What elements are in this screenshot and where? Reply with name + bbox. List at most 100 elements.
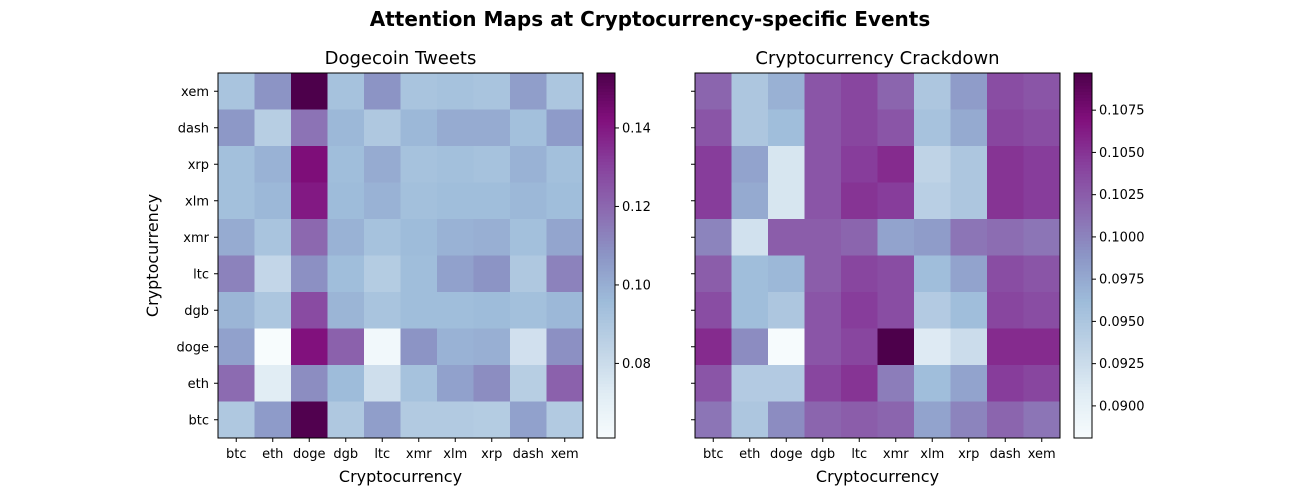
colorbar-tick-label: 0.12	[622, 200, 651, 215]
colorbar-segment	[597, 97, 615, 101]
colorbar-segment	[597, 255, 615, 260]
colorbar-segment	[597, 389, 615, 393]
colorbar-segment	[597, 155, 615, 159]
heatmap-cell	[437, 182, 474, 220]
heatmap-cell	[218, 219, 255, 256]
colorbar-segment	[597, 307, 615, 311]
heatmap-cell	[327, 182, 365, 220]
heatmap-cell	[437, 328, 474, 366]
colorbar-segment	[597, 243, 615, 247]
y-tick-label: dash	[178, 121, 209, 136]
heatmap-cell	[327, 328, 365, 366]
colorbar-segment	[597, 76, 615, 80]
colorbar-segment	[1074, 246, 1092, 251]
heatmap-cell	[768, 73, 805, 110]
heatmap-cell	[987, 328, 1024, 366]
colorbar-segment	[597, 167, 615, 171]
heatmap-cell	[546, 219, 584, 256]
heatmap-cell	[473, 365, 511, 402]
colorbar-segment	[597, 273, 615, 278]
y-tick-label: eth	[188, 377, 209, 392]
colorbar-segment	[597, 413, 615, 418]
colorbar-segment	[597, 197, 615, 202]
colorbar-segment	[597, 401, 615, 406]
colorbar-segment	[597, 304, 615, 308]
heatmap-cell	[510, 292, 547, 329]
y-tick-label: dgb	[184, 304, 209, 319]
heatmap-cell	[950, 365, 988, 402]
colorbar-segment	[1074, 191, 1092, 196]
colorbar-segment	[597, 133, 615, 138]
heatmap-cell	[877, 328, 915, 366]
colorbar-segment	[597, 343, 615, 348]
colorbar-segment	[1074, 212, 1092, 217]
heatmap-cell	[291, 109, 328, 147]
colorbar-segment	[1074, 142, 1092, 147]
heatmap-cell	[877, 292, 915, 329]
heatmap-cell	[841, 401, 878, 439]
heatmap-cell	[1023, 401, 1061, 439]
heatmap-cell	[731, 292, 769, 329]
colorbar-segment	[1074, 176, 1092, 181]
colorbar-segment	[597, 246, 615, 251]
colorbar-segment	[597, 352, 615, 357]
colorbar-segment	[597, 100, 615, 105]
colorbar-segment	[1074, 206, 1092, 211]
y-tick-label: xmr	[183, 231, 209, 246]
colorbar-segment	[597, 182, 615, 187]
colorbar-segment	[1074, 161, 1092, 165]
colorbar-segment	[1074, 136, 1092, 141]
heatmap-cell	[1023, 109, 1061, 147]
colorbar-segment	[597, 285, 615, 290]
colorbar-segment	[1074, 243, 1092, 247]
heatmap-cell	[400, 401, 438, 439]
heatmap-cell	[768, 146, 805, 183]
colorbar-segment	[597, 164, 615, 168]
colorbar-tick-label: 0.0925	[1099, 357, 1145, 372]
colorbar-segment	[597, 109, 615, 114]
heatmap-cell	[804, 292, 842, 329]
heatmap-cell	[987, 292, 1024, 329]
heatmap-cell	[695, 73, 732, 110]
colorbar-segment	[597, 331, 615, 336]
colorbar-segment	[597, 149, 615, 153]
heatmap-cell	[1023, 146, 1061, 183]
colorbar-segment	[1074, 328, 1092, 333]
heatmap-cell	[804, 109, 842, 147]
heatmap-cell	[987, 73, 1024, 110]
heatmap-cell	[695, 292, 732, 329]
heatmap-cell	[400, 292, 438, 329]
heatmap-cell	[987, 219, 1024, 256]
heatmap-cell	[768, 219, 805, 256]
colorbar-segment	[597, 112, 615, 117]
heatmap-cell	[841, 255, 878, 293]
colorbar-segment	[1074, 413, 1092, 418]
colorbar-segment	[1074, 374, 1092, 378]
heatmap-cell	[473, 328, 511, 366]
colorbar-segment	[597, 328, 615, 333]
heatmap-cell	[291, 292, 328, 329]
colorbar-segment	[1074, 203, 1092, 208]
colorbar-segment	[597, 88, 615, 92]
colorbar-segment	[597, 322, 615, 327]
colorbar-segment	[1074, 100, 1092, 105]
colorbar-segment	[1074, 73, 1092, 77]
colorbar-segment	[597, 349, 615, 354]
heatmap-cell	[987, 109, 1024, 147]
heatmap-cell	[731, 73, 769, 110]
colorbar-segment	[597, 392, 615, 397]
x-tick-label: xem	[551, 447, 579, 462]
colorbar-segment	[597, 139, 615, 144]
heatmap-cell	[841, 73, 878, 110]
heatmap-cell	[1023, 73, 1061, 110]
colorbar-tick-label: 0.08	[622, 357, 651, 372]
colorbar-segment	[597, 410, 615, 415]
panel-title: Cryptocurrency Crackdown	[755, 48, 999, 69]
heatmap-cell	[804, 73, 842, 110]
heatmap-cell	[950, 146, 988, 183]
colorbar-tick-label: 0.1075	[1099, 104, 1145, 119]
heatmap-cell	[1023, 328, 1061, 366]
colorbar-segment	[1074, 343, 1092, 348]
colorbar-segment	[597, 377, 615, 381]
